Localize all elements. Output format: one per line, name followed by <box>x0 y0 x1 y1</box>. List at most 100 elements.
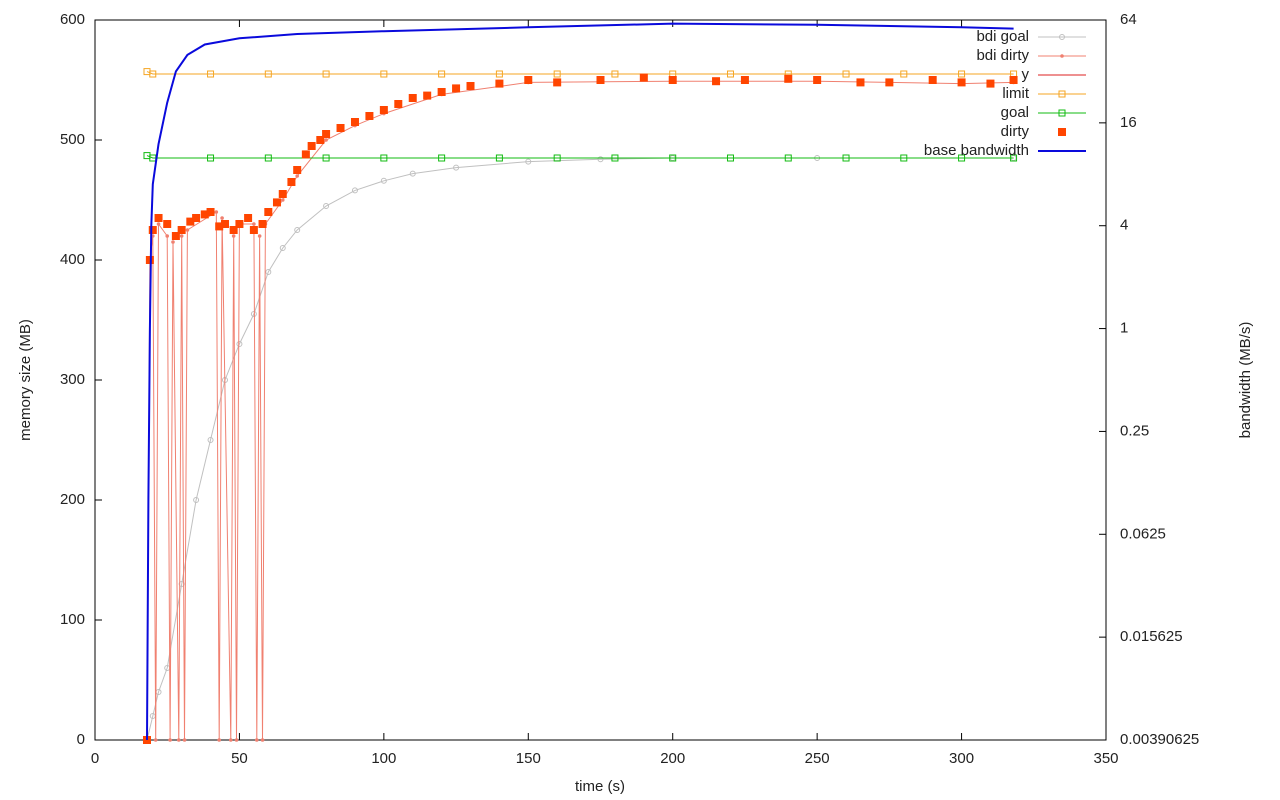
x-tick-label: 200 <box>660 750 685 767</box>
point <box>553 78 562 87</box>
point <box>163 220 172 228</box>
y2-tick-label: 0.015625 <box>1120 628 1183 645</box>
point <box>856 78 865 87</box>
y2-tick-label: 64 <box>1120 11 1137 28</box>
point <box>784 154 792 162</box>
point <box>235 220 244 228</box>
point <box>142 736 151 744</box>
point <box>234 738 239 742</box>
point <box>408 94 417 102</box>
x-tick-label: 50 <box>231 750 248 767</box>
point <box>986 79 995 88</box>
legend-marker <box>1059 34 1065 40</box>
point <box>231 234 236 238</box>
point <box>278 190 287 198</box>
point <box>726 70 734 78</box>
point <box>323 203 330 209</box>
point <box>148 226 157 234</box>
point <box>958 154 966 162</box>
legend-marker <box>1058 109 1066 117</box>
point <box>260 738 265 742</box>
point <box>149 70 157 78</box>
point <box>597 156 604 163</box>
point <box>156 222 161 226</box>
point <box>293 166 302 174</box>
point <box>264 208 273 216</box>
legend-marker <box>1060 54 1064 58</box>
legend-label: y <box>1022 66 1030 83</box>
point <box>179 234 184 238</box>
point <box>279 245 286 251</box>
point <box>143 68 151 76</box>
x-tick-label: 300 <box>949 750 974 767</box>
point <box>453 164 460 171</box>
point <box>254 738 259 742</box>
point <box>322 130 331 138</box>
point <box>495 79 504 88</box>
series-line <box>146 71 1014 75</box>
point <box>171 232 180 240</box>
legend-label: dirty <box>1001 123 1030 140</box>
point <box>813 76 822 84</box>
point <box>193 497 200 503</box>
series-line <box>146 155 1014 159</box>
x-tick-label: 100 <box>371 750 396 767</box>
point <box>525 158 532 165</box>
point <box>380 177 387 184</box>
point <box>143 152 151 160</box>
point <box>207 70 215 78</box>
point <box>957 78 966 87</box>
point <box>178 581 185 587</box>
point <box>900 70 908 78</box>
point <box>668 76 677 84</box>
point <box>380 154 388 162</box>
point <box>596 76 605 84</box>
point <box>264 70 272 78</box>
point <box>394 100 403 108</box>
point <box>200 210 209 219</box>
plot-frame <box>94 19 1107 741</box>
point <box>165 234 170 238</box>
point <box>784 74 793 83</box>
legend-label: bdi goal <box>976 28 1029 45</box>
legend-marker <box>1058 90 1066 98</box>
legend-marker <box>1058 128 1066 136</box>
point <box>192 214 201 222</box>
point <box>423 91 432 100</box>
y-tick-label: 400 <box>60 251 85 268</box>
point <box>726 154 734 162</box>
point <box>257 234 262 238</box>
point <box>154 214 163 222</box>
point <box>365 112 374 120</box>
point <box>295 174 300 178</box>
y2-tick-label: 16 <box>1120 114 1137 131</box>
point <box>351 187 358 194</box>
point <box>495 154 503 162</box>
point <box>452 84 461 93</box>
y-tick-label: 0 <box>77 731 85 748</box>
point <box>379 106 388 114</box>
point <box>350 118 359 126</box>
point <box>842 70 850 78</box>
point <box>885 78 894 87</box>
y2-tick-label: 1 <box>1120 320 1128 337</box>
point <box>207 154 215 162</box>
point <box>153 738 158 742</box>
y-tick-label: 200 <box>60 491 85 508</box>
series-line <box>146 22 1014 741</box>
point <box>409 170 416 177</box>
y-tick-label: 600 <box>60 11 85 28</box>
point <box>842 154 850 162</box>
legend-label: bdi dirty <box>976 47 1029 64</box>
point <box>176 738 181 742</box>
point <box>220 220 229 228</box>
point <box>322 154 330 162</box>
point <box>336 124 345 132</box>
legend-label: goal <box>1001 104 1029 121</box>
point <box>185 228 190 232</box>
point <box>611 154 619 162</box>
point <box>294 227 301 233</box>
point <box>437 88 446 96</box>
point <box>171 240 175 244</box>
